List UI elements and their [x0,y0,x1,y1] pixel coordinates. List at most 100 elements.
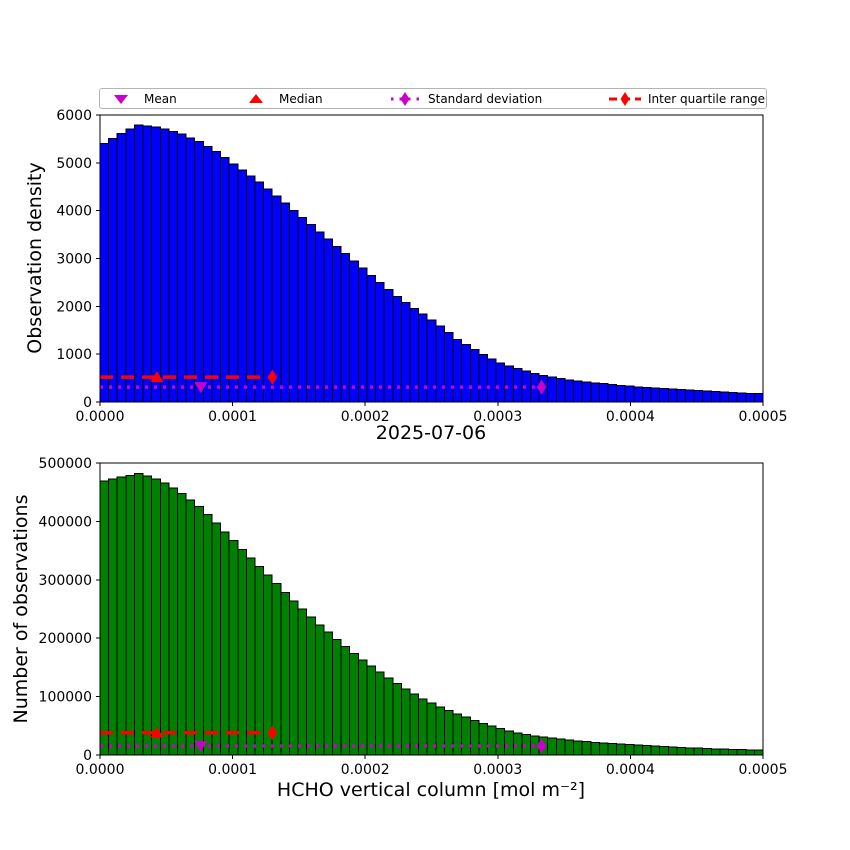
x-tick-label: 0.0005 [739,762,788,778]
y-tick-label: 2000 [56,299,92,315]
histogram-bar [357,267,368,403]
legend: Mean Median Standard deviation Inter quarti… [99,88,767,109]
y-tick-label: 200000 [39,631,92,647]
histogram-bar [573,380,583,403]
histogram-bar [728,391,738,403]
x-tick-label: 0.0002 [341,409,390,425]
histogram-bar [228,163,239,403]
x-tick-label: 0.0000 [76,409,125,425]
histogram-bar [168,131,178,403]
histogram-bar [702,748,712,756]
histogram-bar [228,540,239,756]
histogram-bar [254,181,265,403]
histogram-bar [297,216,308,403]
histogram-bar [736,392,747,403]
top-chart-ylabel: Observation density [24,162,46,353]
histogram-bar [323,631,333,756]
histogram-bar [486,358,497,403]
histogram-bar [185,137,196,403]
histogram-bar [340,645,351,756]
histogram-bar [461,716,471,756]
histogram-bar [555,738,566,756]
iqr-marker-icon [609,91,641,106]
iqr-marker [267,725,278,741]
mean-marker-icon [114,94,128,104]
histogram-bar [99,143,110,403]
histogram-bar [288,600,299,756]
histogram-bar [512,732,523,756]
histogram-bar [564,379,575,403]
y-tick-label: 400000 [39,514,92,530]
histogram-bar [375,282,385,403]
histogram-bar [426,319,437,403]
std-marker [536,379,547,395]
y-tick-label: 100000 [39,690,92,706]
histogram-bar [142,125,153,403]
histogram-bar [607,384,618,403]
histogram-bar [710,391,721,403]
histogram-bar [581,741,592,756]
histogram-bar [263,188,273,403]
iqr-marker [267,369,278,385]
legend-item-median: Median [239,90,323,107]
histogram-bar [159,128,170,403]
histogram-bar [745,749,755,756]
histogram-bar [469,719,480,756]
y-tick-label: 3000 [56,252,92,268]
top-chart: 0.0000 0.0001 0.0002 0.0003 0.0004 0.0005 0 100… [56,108,787,425]
histogram-bar [245,175,256,403]
x-tick-label: 0.0003 [473,762,522,778]
histogram-bar [581,381,592,403]
histogram-bar [598,742,609,756]
histogram-bar [254,565,265,756]
histogram-bar [443,332,454,403]
histogram-bar [616,743,626,756]
histogram-bar [314,231,325,403]
histogram-bar [633,744,643,756]
histogram-bar [202,514,213,756]
histogram-bar [719,391,730,403]
histogram-bar [702,390,712,403]
legend-label: Mean [144,91,177,106]
histogram-bar [168,487,178,756]
histogram-bar [598,383,609,403]
legend-item-standard-deviation: Standard deviation [388,90,542,107]
histogram-bar [443,709,454,756]
median-marker [150,371,164,383]
histogram-bar [512,367,523,403]
histogram-bar [659,388,669,403]
x-tick-label: 0.0004 [606,409,655,425]
plot-border [99,462,764,756]
std-marker-icon [391,91,419,106]
x-tick-label: 0.0001 [208,762,257,778]
y-tick-label: 5000 [56,156,92,172]
histogram-bar [280,591,290,756]
histogram-bar [650,387,661,403]
y-tick-label: 1000 [56,347,92,363]
histogram-bar [564,739,575,756]
histogram-bar [383,677,394,756]
histogram-bar [366,274,377,403]
legend-label: Median [279,91,323,106]
histogram-bar [573,740,583,756]
histogram-bar [728,748,738,756]
histogram-bar [590,741,600,756]
histogram-bar [375,671,385,756]
histogram-bar [667,388,678,403]
histogram-bar [736,749,747,756]
legend-label: Inter quartile range [648,91,765,106]
histogram-bar [693,747,704,756]
histogram-bar [745,392,755,403]
histogram-bar [555,378,566,403]
histogram-bar [185,499,196,756]
histogram-bar [288,209,299,403]
histogram-bar [641,745,652,756]
histogram-bar [633,386,643,403]
x-tick-label: 0.0004 [606,762,655,778]
y-tick-label: 4000 [56,204,92,220]
histogram-bar [176,492,187,756]
histogram-bar [590,382,600,403]
x-tick-label: 0.0000 [76,762,125,778]
mean-marker [194,382,208,394]
